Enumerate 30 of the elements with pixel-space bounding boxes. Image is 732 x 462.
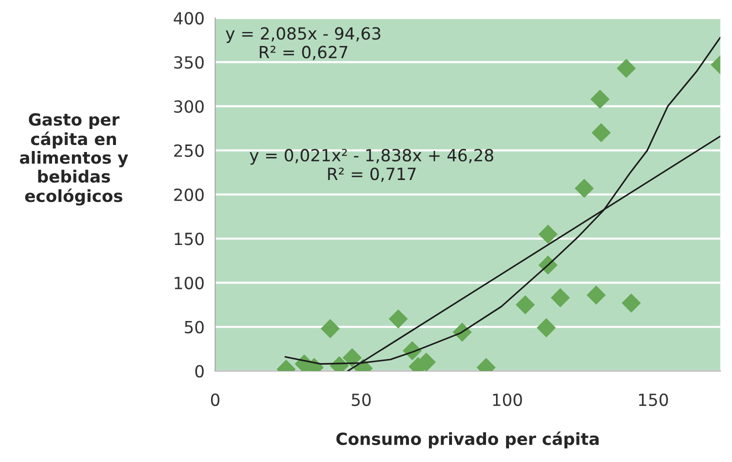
y-tick-label: 250	[174, 144, 204, 157]
point	[538, 224, 558, 244]
y-tick-label: 400	[174, 12, 204, 25]
point	[622, 293, 641, 313]
y-tick-label: 200	[174, 188, 204, 202]
point	[616, 58, 636, 78]
annotation: y = 0,021x² - 1,838x + 46,28 R² = 0,717	[250, 148, 494, 182]
point	[342, 348, 362, 368]
x-tick-label: 50	[352, 394, 371, 406]
point	[574, 178, 594, 198]
x-tick-label: 150	[639, 394, 668, 406]
y-tick-label: 150	[174, 232, 204, 246]
point	[590, 90, 610, 109]
y-tick-label: 0	[195, 364, 204, 378]
point	[320, 319, 340, 338]
y-tick-label: 50	[184, 320, 204, 334]
point	[536, 318, 556, 338]
point	[388, 309, 408, 328]
x-axis-title: Consumo privado per cápita	[336, 432, 599, 448]
y-tick-label: 100	[174, 276, 204, 290]
point	[592, 123, 611, 142]
y-axis-title: Gasto per cápita en alimentos y bebidas ecológicos	[20, 113, 128, 206]
x-tick-label: 0	[211, 394, 220, 406]
point	[586, 286, 606, 305]
annotation: y = 2,085x - 94,63 R² = 0,627	[226, 27, 380, 60]
point	[516, 295, 535, 314]
y-tick-label: 300	[174, 100, 204, 113]
x-tick-label: 100	[493, 394, 522, 406]
point	[550, 288, 570, 308]
y-tick-label: 350	[174, 56, 204, 69]
